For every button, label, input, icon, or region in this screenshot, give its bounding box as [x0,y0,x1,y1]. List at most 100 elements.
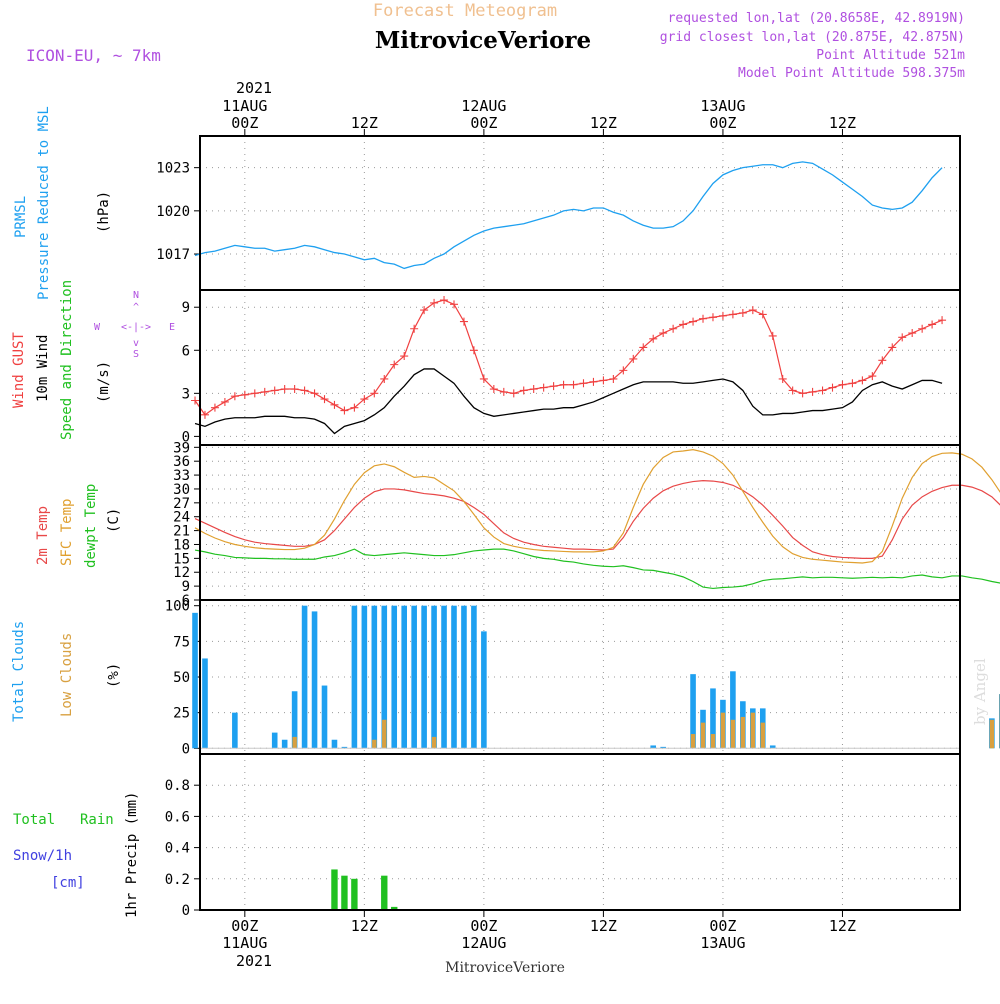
prmsl-label: PRMSL [13,196,29,238]
temperature-labels: 2m Temp SFC Temp dewpt Temp (C) [35,484,122,568]
rain-bar [381,876,387,910]
y-tick-label: 24 [173,510,190,526]
total-cloud-bar [312,611,318,748]
y-tick-label: 33 [173,468,190,484]
compass-ns-top: ^ [133,302,139,313]
y-tick-label: 27 [173,496,190,512]
y-tick-label: 0 [182,741,190,757]
gust-marker [739,309,747,317]
cloud-unit: (%) [106,663,122,688]
gust-marker [589,378,597,386]
low-cloud-bar [701,723,705,749]
gust-marker [221,398,229,406]
total-clouds-label: Total Clouds [11,621,27,722]
compass-s: S [133,349,139,360]
total-cloud-bar [481,631,487,748]
low-cloud-bar [721,713,725,749]
compass-ns-bottom: v [133,338,139,349]
y-tick-label: 0.8 [165,778,190,794]
gust-marker [729,310,737,318]
gust-marker [918,325,926,333]
low-cloud-bar [711,734,715,748]
point-altitude: Point Altitude 521m [816,48,965,63]
total-cloud-bar [451,606,457,749]
low-clouds-label: Low Clouds [59,633,75,717]
panel-frame [200,445,960,600]
model-altitude: Model Point Altitude 598.375m [738,66,965,81]
y-tick-label: 15 [173,551,190,567]
gust-marker [201,411,209,419]
gust-marker [321,395,329,403]
temp2m-label: 2m Temp [35,506,51,565]
gust-marker [191,397,199,405]
gust-marker [669,325,677,333]
compass-n: N [133,290,139,301]
y-tick-label: 0.4 [165,841,190,857]
total-cloud-bar [322,686,328,749]
gust-marker [291,385,299,393]
rain-bar [341,876,347,910]
gust-marker [560,381,568,389]
cloud-labels: Total Clouds Low Clouds (%) [11,621,122,722]
total-cloud-bar [272,733,278,749]
closest-coords: grid closest lon,lat (20.875E, 42.875N) [660,30,965,45]
bottom-year: 2021 [236,952,272,970]
total-cloud-bar [192,613,198,748]
time-label-top: 11AUG [222,97,267,115]
pressure-unit: (hPa) [96,191,112,233]
y-tick-label: 6 [182,343,190,359]
time-label-bottom: 13AUG [700,934,745,952]
y-tick-label: 1020 [156,204,190,220]
gust-marker [908,329,916,337]
wind-label: 10m Wind [35,335,51,402]
total-cloud-bar [362,606,368,749]
time-label-bottom: 12Z [590,917,617,935]
gust-marker [848,379,856,387]
gust-marker [759,310,767,318]
plot-area: 1017102010230369691215182124273033363902… [156,97,1000,952]
dewpt-label: dewpt Temp [83,484,99,568]
y-tick-label: 0.2 [165,872,190,888]
gust-marker [380,375,388,383]
total-cloud-bar [401,606,407,749]
gust-marker [570,381,578,389]
gust-marker [868,372,876,380]
gust-marker [281,385,289,393]
low-cloud-bar [731,720,735,749]
low-cloud-bar [761,723,765,749]
low-cloud-bar [990,720,994,749]
rain-bar [351,879,357,910]
snow-unit: [cm] [51,875,85,891]
pressure-line [195,162,942,269]
gust-marker [450,300,458,308]
y-tick-label: 1023 [156,161,190,177]
low-cloud-bar [751,713,755,749]
wind-labels: Wind GUST 10m Wind Speed and Direction (… [11,280,175,440]
gust-label: Wind GUST [11,332,27,408]
time-label-bottom: 00Z [709,917,736,935]
gust-marker [709,313,717,321]
wind-speed-line [195,369,942,434]
time-label-bottom: 11AUG [222,934,267,952]
rain-bar [331,869,337,910]
gust-marker [330,401,338,409]
gust-marker [261,388,269,396]
requested-coords: requested lon,lat (20.8658E, 42.8919N) [668,11,965,26]
gust-marker [500,388,508,396]
time-label-bottom: 12Z [829,917,856,935]
panel-frame [200,754,960,910]
total-cloud-bar [411,606,417,749]
precip-axis-label: 1hr Precip (mm) [124,792,140,918]
gust-marker [659,329,667,337]
low-cloud-bar [372,740,376,749]
gust-marker [749,306,757,314]
gust-marker [370,389,378,397]
low-cloud-bar [691,734,695,748]
time-label-bottom: 00Z [231,917,258,935]
time-label-top: 00Z [709,114,736,132]
low-cloud-bar [292,737,296,748]
y-tick-label: 1017 [156,247,190,263]
panel-frame [200,290,960,445]
